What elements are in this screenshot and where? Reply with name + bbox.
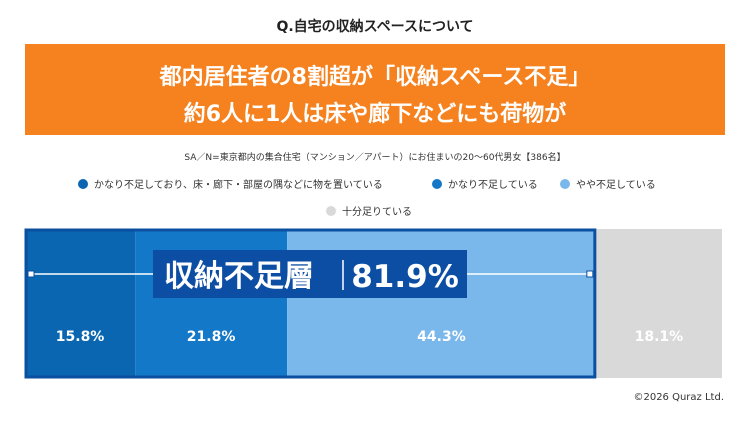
legend-label-2: かなり不足している [448,180,538,191]
copyright: ©2026 Quraz Ltd. [633,392,724,403]
question-title: Q.自宅の収納スペースについて [276,19,474,35]
legend-item-2: かなり不足している [432,176,538,191]
bar-label-4: 18.1% [635,329,684,345]
bar-label-1: 15.8% [56,329,105,345]
sample-note: SA／N=東京都内の集合住宅（マンション／アパート）にお住まいの20～60代男女… [184,153,566,163]
legend-label-1: かなり不足しており、床・廊下・部屋の隅などに物を置いている [94,180,383,191]
headline-banner: 都内居住者の8割超が「収納スペース不足」 約6人に1人は床や廊下などにも荷物が [25,44,725,135]
legend-swatch-4 [326,205,336,216]
legend-swatch-3 [560,178,570,189]
bar-label-3: 44.3% [417,329,466,345]
legend-swatch-1 [78,178,88,189]
legend-item-1: かなり不足しており、床・廊下・部屋の隅などに物を置いている [78,176,383,191]
legend-swatch-2 [432,178,442,189]
highlight-value: 81.9% [351,259,459,295]
legend-label-4: 十分足りている [342,207,412,218]
highlight-label: 収納不足層 [164,259,314,294]
bracket-end-1 [27,270,35,278]
highlight-box [153,250,467,298]
legend-item-3: やや不足している [560,176,656,191]
headline-line-2: 約6人に1人は床や廊下などにも荷物が [183,102,567,127]
bar-label-2: 21.8% [187,329,236,345]
bar-segment-1 [25,229,136,378]
legend-label-3: やや不足している [576,180,656,191]
bracket-end-2 [586,270,594,278]
shortage-outline [24,228,597,379]
headline-line-1: 都内居住者の8割超が「収納スペース不足」 [159,65,591,90]
bar-segment-4 [595,229,722,378]
legend-item-4: 十分足りている [326,203,412,218]
